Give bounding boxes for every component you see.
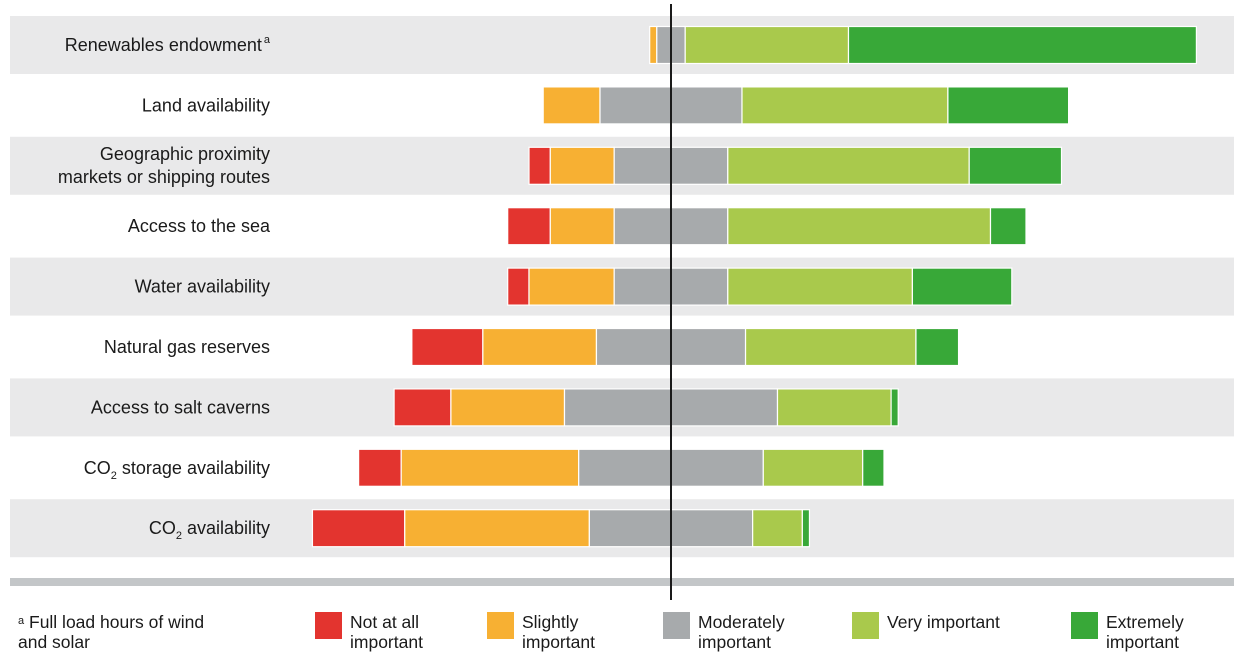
bar-segment-slightly-important [450,388,566,427]
bar-segment-very-important [762,448,864,487]
bar-segment-very-important [727,267,913,306]
bar-segment-extremely-important [862,448,885,487]
legend-label: Slightly important [522,612,595,652]
legend-swatch [487,612,514,639]
bar-segment-slightly-important [549,207,615,246]
bar-segment-slightly-important [549,146,615,185]
bar-segment-very-important [741,86,949,125]
bar-segment-not-at-all-important [358,448,402,487]
bar-segment-not-at-all-important [411,327,484,367]
legend-item-extremely-important: Extremely important [1071,612,1221,652]
legend-swatch [315,612,342,639]
category-label-line: markets or shipping routes [58,167,270,187]
bar-segment-extremely-important [911,267,1013,306]
footnote: a Full load hours of wind and solar [18,612,218,652]
bar-segment-very-important [727,146,970,185]
bar-segment-not-at-all-important [528,146,551,185]
bar-segment-very-important [684,25,850,65]
legend-label: Extremely important [1106,612,1184,652]
category-label: Water availability [135,277,270,297]
bar-segment-extremely-important [890,388,899,427]
category-label: CO2 availability [149,518,270,542]
bar-segment-not-at-all-important [311,509,406,548]
bar-segment-extremely-important [847,25,1197,65]
bar-segment-extremely-important [915,327,960,367]
bar-segment-extremely-important [801,509,811,548]
legend-item-slightly-important: Slightly important [487,612,627,652]
bar-segment-slightly-important [542,86,601,125]
bar-segment-slightly-important [404,509,590,548]
legend-item-moderately-important: Moderately important [663,612,823,652]
legend-swatch [663,612,690,639]
chart-baseline [10,578,1234,586]
category-label: Access to the sea [128,216,271,236]
legend-swatch [852,612,879,639]
legend: a Full load hours of wind and solar Not … [0,612,1234,659]
legend-label: Moderately important [698,612,785,652]
category-label: Access to salt caverns [91,397,270,417]
legend-item-not-at-all-important: Not at all important [315,612,465,652]
legend-label: Not at all important [350,612,423,652]
bar-segment-slightly-important [482,327,598,367]
bar-segment-not-at-all-important [393,388,452,427]
footnote-text: Full load hours of wind and solar [18,612,205,652]
bar-segment-very-important [727,207,992,246]
legend-item-very-important: Very important [852,612,1052,639]
bar-segment-not-at-all-important [507,207,551,246]
category-label: Renewables endowment a [65,34,271,55]
bar-segment-slightly-important [400,448,580,487]
bar-segment-extremely-important [947,86,1070,125]
category-labels: Renewables endowment a Land availability Ge… [58,34,271,542]
footnote-mark: a [18,615,25,627]
bar-segment-very-important [776,388,892,427]
bar-segment-very-important [752,509,803,548]
category-label-line: Geographic proximity [100,144,270,164]
legend-label: Very important [887,612,1000,632]
bar-segment-extremely-important [968,146,1063,185]
legend-swatch [1071,612,1098,639]
bar-segment-very-important [744,327,917,367]
category-label: Natural gas reserves [104,337,270,357]
bar-segment-extremely-important [989,207,1027,246]
bar-segment-slightly-important [649,25,658,65]
category-label: Land availability [142,95,270,115]
bar-segment-slightly-important [528,267,615,306]
bar-segment-not-at-all-important [507,267,530,306]
survey-diverging-bar-chart: Renewables endowment a Land availability Ge… [10,4,1234,600]
category-label: CO2 storage availability [84,458,270,482]
